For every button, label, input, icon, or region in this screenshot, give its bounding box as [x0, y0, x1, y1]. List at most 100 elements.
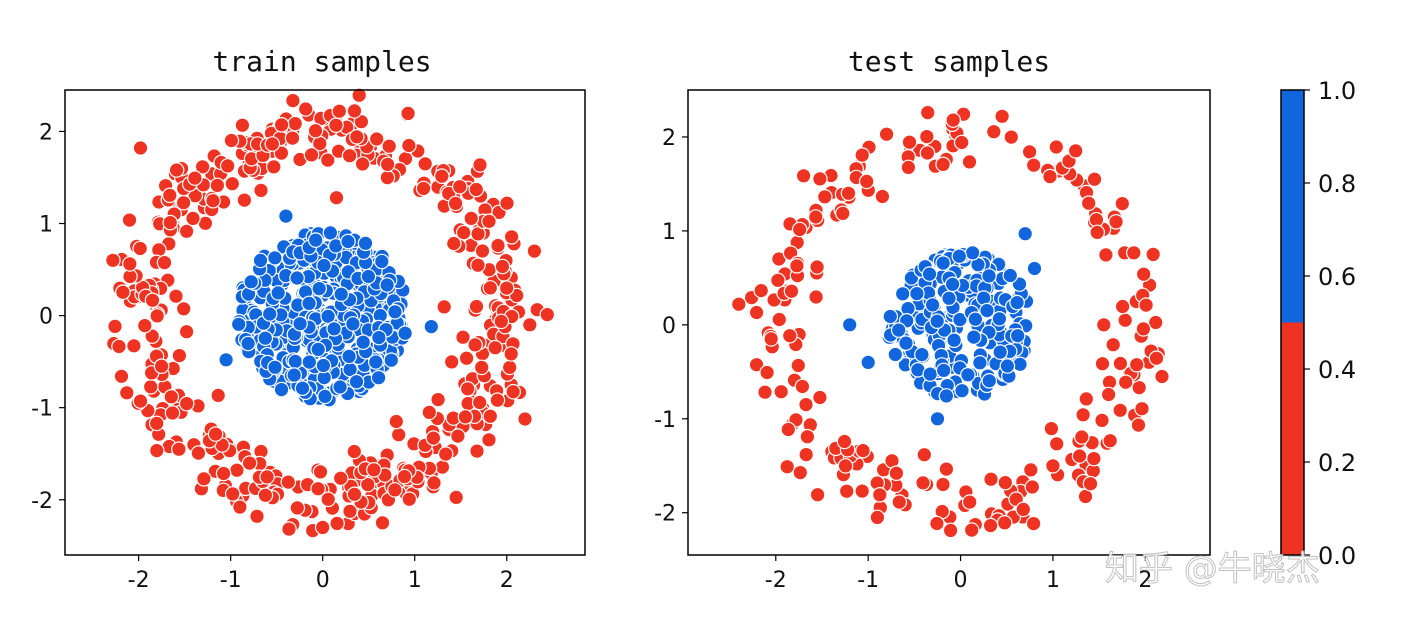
test-point-class-0	[1094, 412, 1110, 429]
train-point-class-0	[137, 317, 153, 334]
y-tick-label: -1	[31, 397, 53, 422]
train-point-class-0	[472, 157, 488, 173]
colorbar-frame	[1280, 89, 1305, 556]
train-point-class-0	[249, 508, 265, 525]
train-point-class-0	[487, 339, 503, 356]
test-point-class-0	[795, 168, 812, 184]
train-point-class-0	[499, 195, 515, 211]
test-point-class-0	[812, 389, 828, 406]
train-point-class-1	[322, 225, 339, 241]
test-point-class-1	[951, 248, 968, 265]
test-point-class-0	[1021, 144, 1038, 160]
train-point-class-0	[341, 147, 358, 164]
test-point-class-1	[909, 285, 925, 302]
test-point-class-0	[1048, 435, 1065, 452]
train-point-class-0	[162, 214, 178, 231]
test-point-class-0	[919, 104, 936, 121]
test-point-class-0	[789, 257, 805, 274]
train-point-class-0	[379, 169, 396, 186]
train-point-class-0	[234, 117, 251, 133]
train-point-class-1	[289, 270, 305, 286]
test-point-class-1	[921, 266, 938, 282]
train-point-class-0	[458, 350, 475, 366]
train-point-class-1	[360, 268, 377, 285]
colorbar-tick-label: 1.0	[1318, 77, 1356, 105]
test-point-class-0	[780, 421, 797, 438]
test-point-class-0	[1094, 355, 1111, 372]
train-point-class-0	[346, 443, 363, 460]
test-point-class-0	[945, 112, 961, 128]
train-point-class-0	[111, 338, 127, 355]
train-point-class-0	[132, 240, 148, 257]
train-point-class-0	[332, 470, 349, 486]
y-tick-label: 2	[39, 120, 53, 145]
train-point-class-0	[445, 235, 462, 252]
test-point-class-0	[794, 378, 811, 395]
test-point-class-1	[981, 268, 997, 284]
train-point-class-1	[310, 341, 326, 358]
test-point-class-0	[854, 483, 870, 499]
test-point-class-0	[757, 384, 773, 400]
train-point-class-0	[342, 503, 358, 520]
train-point-class-0	[281, 521, 297, 537]
x-tick-label: 0	[316, 568, 330, 593]
test-point-class-0	[779, 458, 795, 475]
test-point-class-0	[935, 476, 951, 493]
train-point-class-0	[215, 465, 232, 482]
test-points	[730, 104, 1170, 539]
train-point-class-0	[348, 129, 365, 145]
train-point-class-0	[482, 408, 499, 424]
test-point-class-0	[816, 189, 833, 205]
test-point-class-1	[981, 372, 998, 389]
test-point-class-0	[783, 283, 800, 299]
test-point-class-0	[798, 396, 814, 413]
test-point-class-1	[964, 245, 981, 261]
test-point-class-0	[1015, 501, 1032, 518]
test-point-class-0	[748, 356, 765, 373]
train-point-class-0	[264, 136, 281, 152]
train-point-class-0	[448, 489, 464, 506]
train-point-class-0	[459, 380, 476, 397]
test-point-class-1	[1009, 327, 1026, 344]
test-point-class-0	[935, 156, 951, 173]
train-point-class-0	[320, 491, 336, 508]
train-point-class-0	[463, 210, 479, 227]
train-point-class-1	[423, 318, 440, 335]
y-tick-label: 0	[662, 314, 676, 339]
test-point-class-1	[914, 346, 930, 363]
x-tick-label: 0	[954, 568, 968, 593]
train-point-class-0	[396, 468, 413, 485]
train-point-class-0	[521, 316, 538, 333]
train-point-class-0	[223, 132, 240, 149]
train-point-class-0	[115, 284, 131, 300]
train-point-class-0	[426, 475, 442, 491]
test-point-class-1	[890, 322, 907, 338]
train-point-class-0	[144, 328, 160, 344]
test-point-class-0	[1147, 314, 1164, 331]
train-point-class-0	[374, 514, 391, 531]
train-point-class-0	[430, 391, 446, 408]
test-point-class-0	[985, 123, 1002, 140]
train-point-class-1	[317, 388, 333, 405]
train-samples-title: train samples	[212, 45, 431, 78]
test-point-class-0	[918, 128, 935, 145]
train-point-class-0	[132, 393, 149, 409]
test-point-class-0	[838, 483, 855, 499]
train-point-class-0	[381, 138, 397, 154]
x-tick-label: -1	[857, 568, 879, 593]
train-point-class-1	[320, 308, 336, 325]
test-point-class-0	[1108, 214, 1124, 230]
test-point-class-0	[1112, 402, 1128, 419]
train-point-class-0	[162, 187, 178, 204]
test-point-class-0	[791, 221, 808, 238]
train-point-class-0	[105, 252, 121, 269]
train-point-class-0	[401, 491, 418, 507]
train-point-class-0	[503, 346, 519, 362]
test-samples-panel: test samples -2 -1 0 1 2 2 1 0 -1 -2	[654, 45, 1211, 593]
train-point-class-0	[425, 430, 442, 446]
train-point-class-1	[348, 373, 365, 390]
train-point-class-0	[489, 392, 506, 408]
train-point-class-0	[351, 87, 367, 103]
test-point-class-1	[935, 255, 951, 271]
test-point-class-0	[808, 289, 824, 305]
